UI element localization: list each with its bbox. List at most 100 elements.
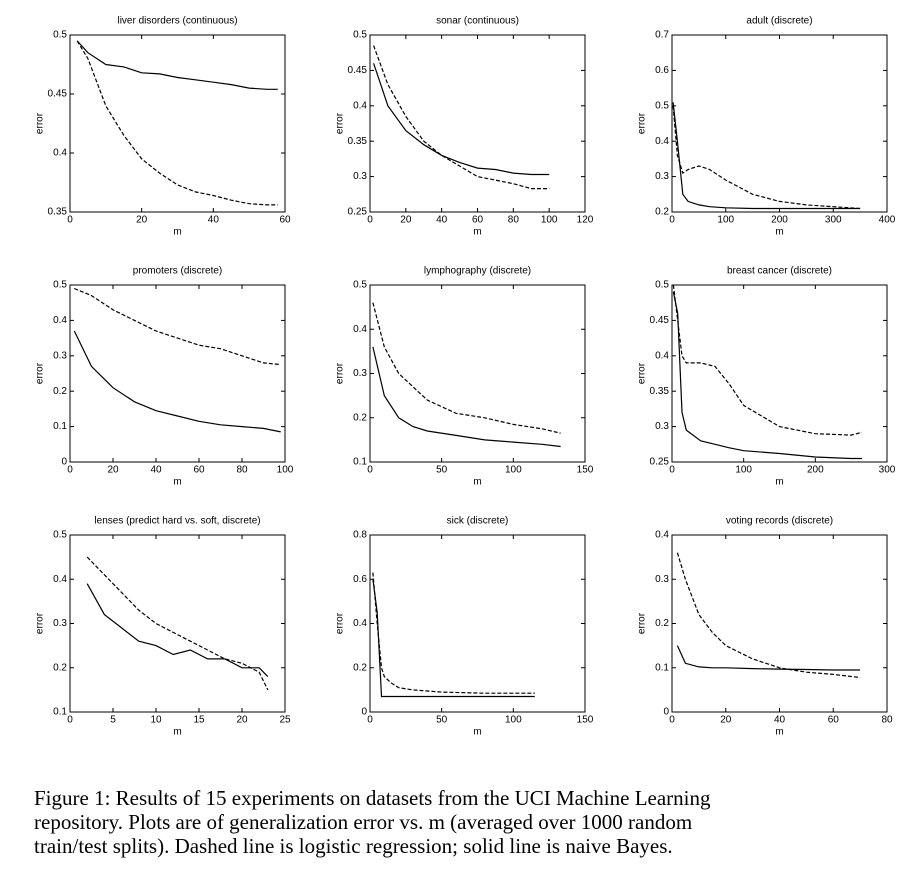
y-tick-label: 0.1 — [53, 421, 67, 432]
x-tick-label: 120 — [577, 215, 594, 226]
y-tick-label: 0.25 — [348, 207, 368, 218]
y-axis-label: error — [335, 112, 346, 134]
x-tick-label: 150 — [577, 715, 594, 726]
y-tick-label: 0.2 — [655, 618, 669, 629]
y-tick-label: 0 — [361, 707, 367, 718]
chart-title: lymphography (discrete) — [424, 266, 531, 277]
x-tick-label: 20 — [400, 215, 412, 226]
x-axis-label: m — [473, 227, 481, 238]
x-tick-label: 0 — [367, 215, 373, 226]
y-tick-label: 0 — [61, 457, 67, 468]
series-line — [76, 40, 278, 206]
y-tick-label: 0.35 — [650, 386, 670, 397]
x-tick-label: 100 — [541, 215, 558, 226]
x-tick-label: 200 — [807, 465, 824, 476]
x-tick-label: 0 — [669, 715, 675, 726]
x-axis-label: m — [775, 727, 783, 738]
x-axis-label: m — [173, 227, 181, 238]
x-axis-label: m — [775, 477, 783, 488]
y-tick-label: 0.3 — [353, 368, 367, 379]
x-tick-label: 20 — [107, 465, 119, 476]
chart-title: sick (discrete) — [447, 516, 509, 527]
x-tick-label: 20 — [236, 715, 248, 726]
chart-title: sonar (continuous) — [436, 16, 519, 27]
series-line — [672, 291, 862, 460]
x-tick-label: 100 — [735, 465, 752, 476]
series-line — [672, 284, 863, 436]
y-tick-label: 0.2 — [655, 207, 669, 218]
plot-frame — [671, 34, 888, 213]
y-axis-label: error — [35, 612, 46, 634]
y-tick-label: 0.45 — [48, 89, 68, 100]
caption: Figure 1: Results of 15 experiments on d… — [34, 786, 900, 858]
x-tick-label: 50 — [436, 465, 448, 476]
y-tick-label: 0.4 — [655, 350, 669, 361]
caption-line: train/test splits). Dashed line is logis… — [34, 834, 673, 858]
x-tick-label: 40 — [150, 465, 162, 476]
y-tick-label: 0.45 — [650, 315, 670, 326]
y-axis-label: error — [35, 112, 46, 134]
x-tick-label: 100 — [505, 715, 522, 726]
x-tick-label: 300 — [879, 465, 896, 476]
plot-frame — [69, 534, 286, 713]
y-tick-label: 0.5 — [53, 530, 67, 541]
chart-title: breast cancer (discrete) — [727, 266, 832, 277]
x-tick-label: 40 — [436, 215, 448, 226]
y-tick-label: 0.4 — [353, 324, 367, 335]
series-line — [672, 105, 861, 210]
x-tick-label: 0 — [669, 215, 675, 226]
x-tick-label: 200 — [771, 215, 788, 226]
y-tick-label: 0.25 — [650, 457, 670, 468]
x-axis-label: m — [473, 727, 481, 738]
y-tick-label: 0.3 — [655, 171, 669, 182]
caption-line: repository. Plots are of generalization … — [34, 810, 693, 834]
x-tick-label: 0 — [367, 715, 373, 726]
chart-title: promoters (discrete) — [133, 266, 222, 277]
x-tick-label: 5 — [110, 715, 116, 726]
x-tick-label: 0 — [67, 465, 73, 476]
y-tick-label: 0.8 — [353, 530, 367, 541]
x-tick-label: 80 — [881, 715, 893, 726]
series-line — [76, 40, 278, 90]
x-tick-label: 40 — [774, 715, 786, 726]
x-tick-label: 80 — [236, 465, 248, 476]
y-tick-label: 0.7 — [655, 30, 669, 41]
series-line — [74, 287, 281, 366]
y-axis-label: error — [637, 362, 648, 384]
y-tick-label: 0.1 — [655, 662, 669, 673]
x-tick-label: 0 — [67, 215, 73, 226]
y-tick-label: 0.6 — [353, 574, 367, 585]
y-tick-label: 0.4 — [655, 136, 669, 147]
y-axis-label: error — [335, 612, 346, 634]
chart-title: lenses (predict hard vs. soft, discrete) — [94, 516, 260, 527]
y-tick-label: 0.5 — [53, 30, 67, 41]
y-tick-label: 0.4 — [353, 100, 367, 111]
series-line — [672, 102, 861, 210]
plot-frame — [369, 284, 586, 463]
y-tick-label: 0.5 — [353, 30, 367, 41]
y-tick-label: 0 — [663, 707, 669, 718]
x-tick-label: 100 — [277, 465, 294, 476]
y-tick-label: 0.4 — [53, 315, 67, 326]
x-tick-label: 50 — [436, 715, 448, 726]
y-tick-label: 0.3 — [353, 171, 367, 182]
y-axis-label: error — [637, 612, 648, 634]
x-axis-label: m — [473, 477, 481, 488]
y-tick-label: 0.45 — [348, 65, 368, 76]
x-tick-label: 80 — [508, 215, 520, 226]
y-tick-label: 0.5 — [655, 100, 669, 111]
plot-frame — [69, 34, 286, 213]
x-tick-label: 60 — [472, 215, 484, 226]
plot-frame — [369, 34, 586, 213]
y-tick-label: 0.35 — [48, 207, 68, 218]
y-tick-label: 0.4 — [353, 618, 367, 629]
y-tick-label: 0.2 — [353, 662, 367, 673]
x-axis-label: m — [173, 477, 181, 488]
x-tick-label: 60 — [193, 465, 205, 476]
y-tick-label: 0.3 — [53, 618, 67, 629]
x-tick-label: 100 — [505, 465, 522, 476]
y-tick-label: 0.35 — [348, 136, 368, 147]
series-line — [676, 645, 861, 671]
y-tick-label: 0.6 — [655, 65, 669, 76]
